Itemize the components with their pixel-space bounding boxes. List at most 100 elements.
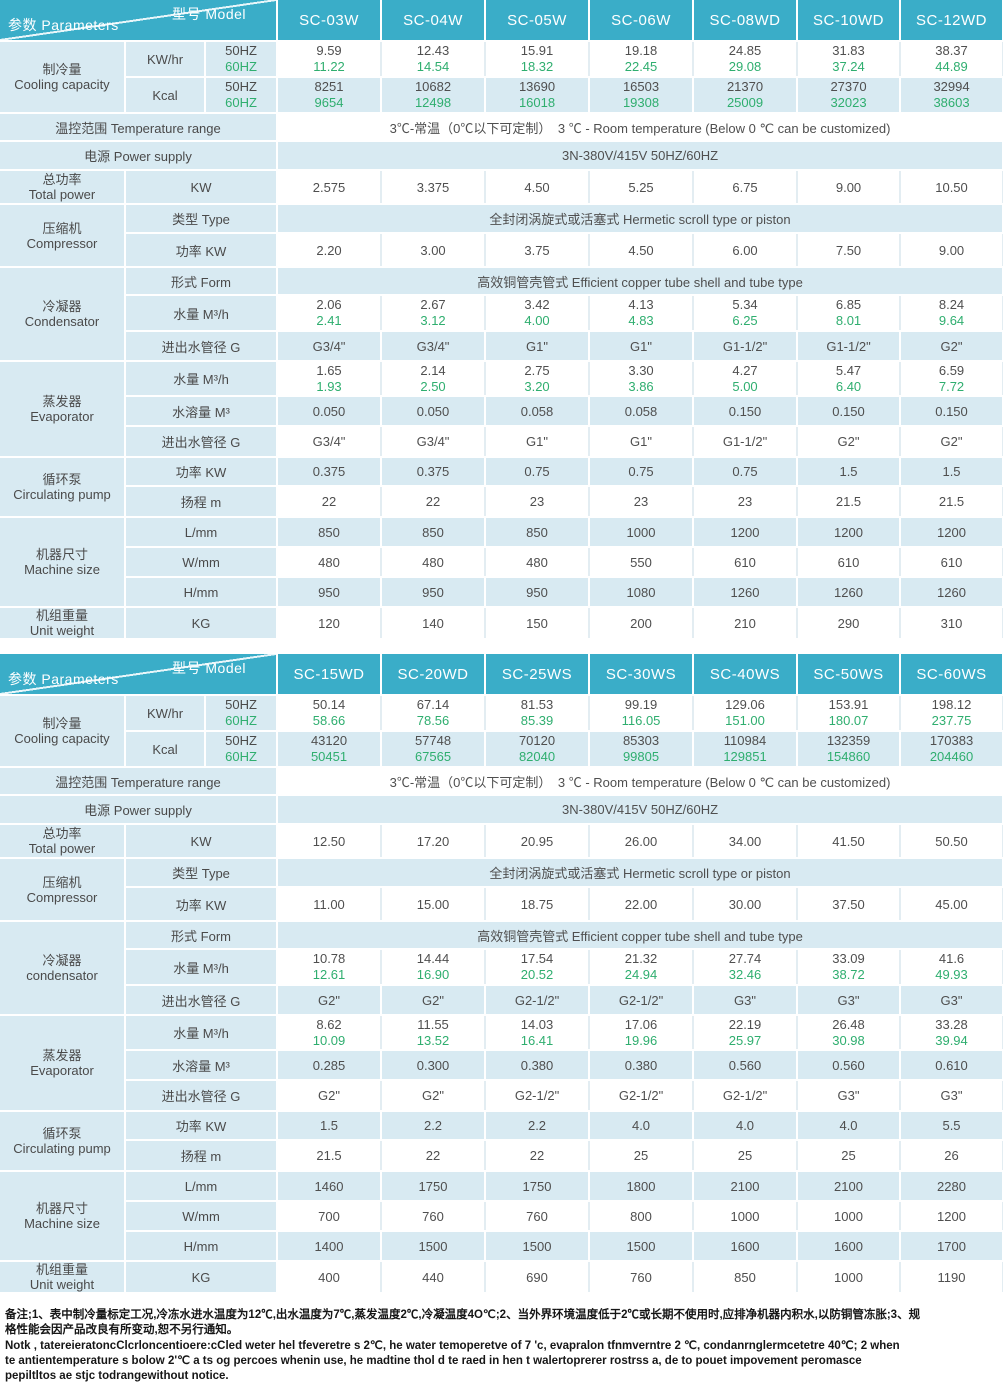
cell-size-w: 610 [900, 547, 1003, 578]
value-60hz: 8.01 [835, 313, 862, 328]
cell-unit-weight: 850 [693, 1261, 799, 1294]
cell-pump-power: 2.2 [485, 1111, 591, 1141]
cell-cooling-kwhr: 99.19 116.05 [589, 695, 695, 732]
cell-pump-head: 23 [485, 486, 591, 518]
row-pump-power: 循环泵 Circulating pump 功率 KW 0.375 0.375 0.75 0.… [0, 457, 1003, 518]
group-label-cn: 机器尺寸 [35, 1201, 88, 1216]
value-50hz: 14.44 [416, 951, 450, 966]
cell-compressor-power: 2.20 [277, 233, 383, 268]
row-compressor-power: 功率 KW 2.20 3.00 3.75 4.50 6.00 7.50 9.00 [0, 233, 1003, 268]
value-60hz: 129851 [723, 749, 767, 764]
row-cooling-kwhr: 制冷量 Cooling capacity KW/hr 50HZ 60HZ 50.14 58.… [0, 695, 1003, 768]
group-label-compressor-type: 压缩机 Compressor [0, 858, 126, 922]
group-label-en: Unit weight [29, 1277, 95, 1292]
value-50hz: 170383 [929, 733, 974, 748]
cell-compressor-power: 45.00 [900, 887, 1003, 922]
group-label-evaporator-flow: 蒸发器 Evaporator [0, 1015, 126, 1112]
cell-compressor-power: 37.50 [797, 887, 902, 922]
cell-power-supply: 3N-380V/415V 50HZ/60HZ [277, 795, 1003, 825]
cell-cooling-kwhr: 12.43 14.54 [381, 41, 487, 78]
note-line-1: 备注;1、表中制冷量标定工况,冷冻水进水温度为12℃,出水温度为7℃,蒸发温度2… [5, 1309, 921, 1321]
cell-condenser-flow: 3.42 4.00 [485, 295, 591, 332]
cell-temp-range: 3℃-常温（0℃以下可定制） 3 ℃ - Room temperature (B… [277, 767, 1003, 796]
cell-total-power: 17.20 [381, 824, 487, 859]
value-60hz: 237.75 [931, 713, 972, 728]
value-60hz: 6.25 [732, 313, 758, 328]
cell-pump-head: 25 [797, 1140, 902, 1172]
value-50hz: 43120 [310, 733, 348, 748]
cell-size-l: 1200 [693, 517, 799, 548]
value-60hz: 2.41 [316, 313, 342, 328]
cell-size-h: 1260 [797, 577, 902, 608]
cell-condenser-pipe: G3" [693, 985, 799, 1016]
value-60hz: 99805 [622, 749, 660, 764]
cell-size-l: 2100 [693, 1171, 799, 1202]
cell-evaporator-volume: 0.560 [693, 1050, 799, 1081]
cell-unit-weight: 120 [277, 607, 383, 640]
value-60hz: 50451 [310, 749, 348, 764]
cell-pump-head: 25 [589, 1140, 695, 1172]
cell-size-w: 610 [693, 547, 799, 578]
note-line-3: Notk , tatereieratoncClcrloncentioere:cC… [5, 1339, 900, 1352]
cell-evaporator-flow: 4.27 5.00 [693, 361, 799, 397]
value-50hz: 132359 [826, 733, 871, 748]
cell-total-power: 6.75 [693, 170, 799, 205]
group-label-cn: 总功率 [42, 172, 82, 187]
group-label-en: condensator [26, 968, 98, 983]
cell-unit-weight: 1000 [797, 1261, 902, 1294]
group-label-pump-power: 循环泵 Circulating pump [0, 1111, 126, 1172]
note-line-2: 格性能会因产品改良有所变动,恕不另行通知。 [5, 1324, 239, 1337]
cell-size-h: 1260 [900, 577, 1003, 608]
row-total-power: 总功率 Total power KW 2.575 3.375 4.50 5.25 6.75 9.… [0, 170, 1003, 205]
value-50hz: 27370 [830, 79, 867, 94]
cell-pump-power: 5.5 [900, 1111, 1003, 1141]
value-60hz: 32023 [830, 95, 867, 110]
row-evaporator-volume: 水溶量 M³ 0.050 0.050 0.058 0.058 0.150 0.150 0.15… [0, 396, 1003, 427]
cell-evaporator-volume: 0.050 [381, 396, 487, 427]
row-evaporator-pipe: 进出水管径 G G2" G2" G2-1/2" G2-1/2" G2-1/2" G3" G3" [0, 1080, 1003, 1112]
cell-evaporator-flow: 2.75 3.20 [485, 361, 591, 397]
row-condenser-form: 冷凝器 Condensator 形式 Form 高效铜管壳管式 Efficient c… [0, 267, 1003, 362]
row-cooling-kcal: Kcal 50HZ 60HZ 43120 50451 57748 67565 70120 820… [0, 731, 1003, 768]
value-50hz: 129.06 [725, 697, 765, 712]
cell-size-w: 610 [797, 547, 902, 578]
row-label-condenser-pipe: 进出水管径 G [125, 331, 279, 362]
model-header-label: 型号 Model [171, 6, 247, 22]
value-50hz: 11.55 [417, 1016, 449, 1032]
value-60hz: 1.93 [316, 378, 342, 394]
cell-cooling-kwhr: 81.53 85.39 [485, 695, 591, 732]
cell-cooling-kwhr: 19.18 22.45 [589, 41, 695, 78]
freq-50hz-label: 50HZ [225, 697, 257, 712]
cell-evaporator-pipe: G3" [797, 1080, 902, 1112]
row-label-condenser-pipe: 进出水管径 G [125, 985, 279, 1016]
value-50hz: 3.42 [524, 297, 550, 312]
cell-evaporator-flow: 3.30 3.86 [589, 361, 695, 397]
cell-cooling-kcal: 85303 99805 [589, 731, 695, 768]
cell-evaporator-pipe: G3" [900, 1080, 1003, 1112]
value-50hz: 153.91 [828, 697, 869, 712]
table-head: 型号 Model 参数 Parameters SC-15WD SC-20WD SC-25… [0, 654, 1003, 696]
row-temp-range: 温控范围 Temperature range 3℃-常温（0℃以下可定制） 3 ℃… [0, 767, 1003, 796]
freq-label-cooling-kcal: 50HZ 60HZ [205, 731, 279, 768]
cell-cooling-kwhr: 38.37 44.89 [900, 41, 1003, 78]
cell-size-l: 850 [381, 517, 487, 548]
value-50hz: 70120 [518, 733, 556, 748]
value-60hz: 3.86 [628, 378, 654, 394]
cell-evaporator-pipe: G2" [900, 426, 1003, 458]
cell-pump-power: 4.0 [693, 1111, 799, 1141]
cell-unit-weight: 140 [381, 607, 487, 640]
row-condenser-pipe: 进出水管径 G G3/4" G3/4" G1" G1" G1-1/2" G1-1/2" G2" [0, 331, 1003, 362]
cell-evaporator-flow: 22.19 25.97 [693, 1015, 799, 1051]
cell-condenser-flow: 5.34 6.25 [693, 295, 799, 332]
row-condenser-pipe: 进出水管径 G G2" G2" G2-1/2" G2-1/2" G3" G3" G3" [0, 985, 1003, 1016]
cell-cooling-kcal: 70120 82040 [485, 731, 591, 768]
cell-evaporator-volume: 0.150 [797, 396, 902, 427]
cell-power-supply: 3N-380V/415V 50HZ/60HZ [277, 141, 1003, 171]
value-60hz: 49.93 [935, 967, 968, 982]
row-label-size-l: L/mm [125, 517, 279, 548]
cell-pump-head: 22 [277, 486, 383, 518]
value-60hz: 38.72 [832, 967, 865, 982]
cell-size-l: 1000 [589, 517, 695, 548]
value-50hz: 8.62 [316, 1016, 342, 1032]
row-label-size-h: H/mm [125, 1231, 279, 1262]
